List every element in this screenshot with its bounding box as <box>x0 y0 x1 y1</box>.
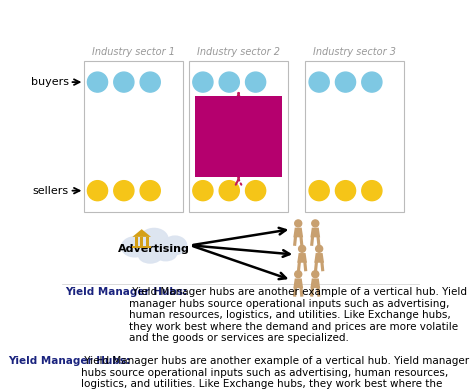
Polygon shape <box>310 279 320 288</box>
Circle shape <box>219 180 239 201</box>
Text: Industry sector 2: Industry sector 2 <box>197 47 280 58</box>
Polygon shape <box>314 253 324 263</box>
Circle shape <box>336 180 356 201</box>
Circle shape <box>362 180 382 201</box>
Text: Advertising: Advertising <box>118 244 190 254</box>
Circle shape <box>245 180 266 201</box>
Ellipse shape <box>122 237 148 257</box>
Ellipse shape <box>155 247 177 261</box>
Bar <box>140 237 143 246</box>
Circle shape <box>295 220 302 227</box>
Circle shape <box>219 72 239 92</box>
Ellipse shape <box>164 236 187 254</box>
Circle shape <box>193 72 213 92</box>
Circle shape <box>295 271 302 278</box>
Bar <box>195 96 282 177</box>
Polygon shape <box>293 228 303 237</box>
Circle shape <box>114 180 134 201</box>
Circle shape <box>362 72 382 92</box>
Circle shape <box>309 72 329 92</box>
Circle shape <box>140 180 160 201</box>
Circle shape <box>87 180 108 201</box>
Ellipse shape <box>139 248 162 263</box>
FancyBboxPatch shape <box>84 61 183 212</box>
Bar <box>135 237 138 246</box>
Circle shape <box>336 72 356 92</box>
Circle shape <box>309 180 329 201</box>
Circle shape <box>245 72 266 92</box>
Bar <box>146 237 149 246</box>
Bar <box>133 246 151 249</box>
Circle shape <box>114 72 134 92</box>
Text: Industry sector 3: Industry sector 3 <box>313 47 396 58</box>
FancyBboxPatch shape <box>305 61 404 212</box>
Text: Yield Manager Hubs:: Yield Manager Hubs: <box>8 356 130 366</box>
Circle shape <box>140 72 160 92</box>
FancyBboxPatch shape <box>189 61 288 212</box>
Ellipse shape <box>140 228 168 250</box>
Text: sellers: sellers <box>33 186 69 196</box>
Polygon shape <box>133 229 151 237</box>
Circle shape <box>87 72 108 92</box>
Text: Industry sector 1: Industry sector 1 <box>92 47 175 58</box>
Text: Yield Manager Hubs:: Yield Manager Hubs: <box>65 287 187 297</box>
Text: Yield Manager hubs are another example of a vertical hub. Yield manager hubs sou: Yield Manager hubs are another example o… <box>129 287 467 343</box>
Text: Yield Manager hubs are another example of a vertical hub. Yield manager hubs sou: Yield Manager hubs are another example o… <box>81 356 469 389</box>
Circle shape <box>193 180 213 201</box>
Circle shape <box>298 245 306 252</box>
Text: buyers: buyers <box>31 77 69 87</box>
Polygon shape <box>293 279 303 288</box>
Polygon shape <box>297 253 307 263</box>
Circle shape <box>312 220 319 227</box>
Polygon shape <box>310 228 320 237</box>
Circle shape <box>316 245 322 252</box>
Circle shape <box>312 271 319 278</box>
